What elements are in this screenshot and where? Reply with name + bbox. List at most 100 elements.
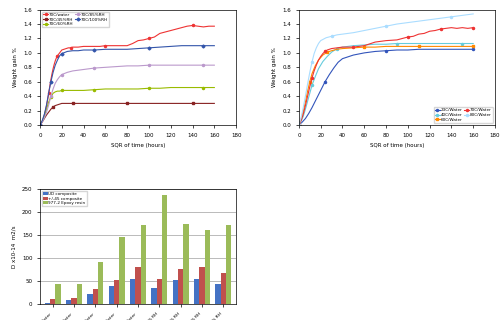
40C/Water <box>426 42 432 45</box>
80C/Water <box>302 94 308 98</box>
70C/45%RH <box>102 101 108 105</box>
70C/60%RH <box>75 89 81 92</box>
80C/Water <box>309 60 315 64</box>
40C/Water <box>324 55 330 59</box>
70C/100%RH <box>59 52 65 56</box>
40C/Water <box>438 42 444 45</box>
70C/Water <box>394 38 400 42</box>
70C/85%RH <box>42 116 48 120</box>
23C/Water <box>335 60 341 64</box>
Line: 70C/Water: 70C/Water <box>298 27 474 126</box>
70C/Water <box>311 69 317 73</box>
60C/Water <box>312 64 318 68</box>
Bar <box>226 226 232 304</box>
70C/60%RH <box>135 87 141 91</box>
60C/Water <box>298 117 304 121</box>
40C/Water <box>309 84 315 87</box>
70C/100%RH <box>92 48 98 52</box>
70C/45%RH <box>168 101 173 105</box>
40C/Water <box>350 44 356 48</box>
X-axis label: SQR of time (hours): SQR of time (hours) <box>370 143 424 148</box>
70C/Water <box>405 35 411 39</box>
80C/Water <box>314 46 320 50</box>
23C/Water <box>296 123 302 127</box>
70C/Water <box>410 34 416 38</box>
70C/Water <box>432 28 438 32</box>
70C/100%RH <box>44 103 50 107</box>
70C/100%RH <box>135 47 141 51</box>
40C/Water <box>300 115 306 118</box>
23C/Water <box>340 57 345 60</box>
70C/100%RH <box>48 80 54 84</box>
70C/100%RH <box>42 112 48 116</box>
70C/85%RH <box>54 78 60 82</box>
70C/Water <box>300 112 306 116</box>
23C/Water <box>438 47 444 51</box>
70C/Water <box>470 26 476 29</box>
Line: 70C/water: 70C/water <box>39 24 216 126</box>
Bar <box>220 273 226 304</box>
23C/Water <box>350 53 356 57</box>
70C/60%RH <box>48 95 54 99</box>
23C/Water <box>319 86 325 90</box>
Line: 40C/Water: 40C/Water <box>298 43 474 126</box>
Bar <box>216 284 220 304</box>
70C/Water <box>307 85 313 89</box>
70C/Water <box>443 27 449 30</box>
80C/Water <box>362 28 368 32</box>
70C/100%RH <box>146 46 152 50</box>
Legend: UD composite, +/-45 composite, 977-2 Epoxy resin: UD composite, +/-45 composite, 977-2 Epo… <box>42 191 86 206</box>
23C/Water <box>306 112 312 116</box>
70C/85%RH <box>190 63 196 67</box>
70C/60%RH <box>212 86 218 90</box>
40C/Water <box>470 42 476 45</box>
70C/Water <box>400 36 406 40</box>
23C/Water <box>330 66 336 70</box>
60C/Water <box>296 123 302 127</box>
70C/60%RH <box>54 89 60 93</box>
70C/45%RH <box>39 120 45 124</box>
X-axis label: SQR of time (hours): SQR of time (hours) <box>111 143 165 148</box>
23C/Water <box>302 116 308 120</box>
70C/60%RH <box>200 86 206 90</box>
70C/85%RH <box>114 65 119 68</box>
70C/100%RH <box>50 70 56 74</box>
70C/100%RH <box>80 48 86 52</box>
70C/100%RH <box>190 44 196 48</box>
23C/Water <box>460 47 466 51</box>
80C/Water <box>298 116 304 120</box>
70C/Water <box>328 47 334 51</box>
Bar <box>45 303 50 304</box>
40C/Water <box>340 45 345 49</box>
Y-axis label: D x10-14  m2/s: D x10-14 m2/s <box>12 225 16 268</box>
Bar <box>184 224 188 304</box>
70C/45%RH <box>146 101 152 105</box>
70C/100%RH <box>178 44 184 48</box>
70C/Water <box>316 58 322 62</box>
70C/45%RH <box>48 107 54 111</box>
70C/45%RH <box>212 101 218 105</box>
70C/45%RH <box>50 105 56 109</box>
Bar <box>178 269 184 304</box>
70C/60%RH <box>92 88 98 92</box>
Bar <box>140 225 146 304</box>
70C/45%RH <box>59 101 65 105</box>
70C/60%RH <box>59 89 65 92</box>
70C/60%RH <box>50 92 56 95</box>
70C/85%RH <box>46 103 52 107</box>
70C/60%RH <box>102 87 108 91</box>
70C/100%RH <box>200 44 206 48</box>
70C/85%RH <box>102 65 108 69</box>
70C/45%RH <box>135 101 141 105</box>
70C/85%RH <box>146 63 152 67</box>
Y-axis label: Weight gain %: Weight gain % <box>272 47 277 87</box>
23C/Water <box>383 49 389 53</box>
70C/85%RH <box>56 75 62 79</box>
Bar <box>204 230 210 304</box>
70C/85%RH <box>75 68 81 72</box>
80C/Water <box>328 34 334 38</box>
70C/water <box>178 26 184 29</box>
70C/water <box>190 24 196 28</box>
70C/water <box>97 44 103 48</box>
70C/60%RH <box>114 87 119 91</box>
